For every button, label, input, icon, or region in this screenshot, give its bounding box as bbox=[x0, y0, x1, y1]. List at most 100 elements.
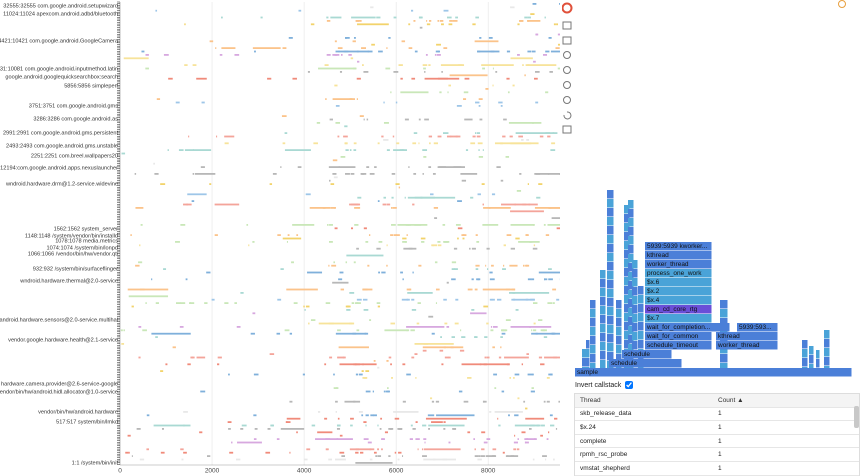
lane-label: 1562:1562 system_server bbox=[54, 226, 119, 232]
sample-dot bbox=[423, 156, 427, 158]
sample-dot bbox=[527, 373, 533, 376]
sample-dot bbox=[388, 37, 391, 39]
sample-dot bbox=[214, 203, 240, 206]
sample-dot bbox=[438, 166, 465, 168]
sample-dot bbox=[428, 315, 434, 318]
sample-dot bbox=[552, 132, 558, 134]
sample-dot bbox=[357, 196, 362, 199]
flame-frame bbox=[582, 358, 587, 367]
sample-dot bbox=[361, 370, 364, 372]
sample-dot bbox=[135, 264, 140, 267]
sample-dot bbox=[284, 329, 290, 332]
sample-dot bbox=[345, 261, 348, 264]
tool-zoom-in[interactable] bbox=[563, 51, 571, 59]
tool-box-zoom[interactable] bbox=[562, 36, 572, 45]
sample-dot bbox=[424, 118, 429, 121]
invert-control[interactable]: Invert callstack bbox=[575, 381, 634, 389]
sample-dot bbox=[516, 448, 520, 451]
sample-dot bbox=[475, 101, 480, 104]
sample-dot bbox=[542, 329, 547, 332]
tool-reset[interactable] bbox=[563, 111, 572, 120]
sample-dot bbox=[165, 363, 168, 366]
sample-dot bbox=[253, 373, 259, 376]
sample-dot bbox=[335, 458, 346, 461]
flame-frame bbox=[628, 227, 634, 236]
flame-frame bbox=[616, 345, 622, 354]
sample-dot bbox=[435, 288, 440, 291]
column-header[interactable]: Count ▲ bbox=[718, 396, 744, 404]
sample-dot bbox=[442, 224, 446, 226]
sample-dot bbox=[391, 196, 394, 199]
thread-table: Thread Count ▲ skb_release_data 1 $x.24 1 comp… bbox=[574, 393, 860, 476]
flame-label: sample bbox=[577, 369, 598, 376]
sample-dot bbox=[145, 54, 149, 56]
sample-dot bbox=[400, 77, 403, 80]
sample-dot bbox=[506, 50, 508, 53]
sample-dot bbox=[533, 60, 536, 63]
tool-zoom-out[interactable] bbox=[563, 66, 571, 74]
lane-label: 11024:11024 apexcom.android.adbd/bluetoo… bbox=[3, 11, 118, 17]
sample-dot bbox=[339, 271, 344, 274]
flame-frame bbox=[628, 245, 634, 254]
sample-dot bbox=[446, 281, 449, 284]
sample-dot bbox=[240, 428, 244, 430]
lane-label: 2493:2493 com.google.android.gms.unstabl… bbox=[6, 143, 118, 149]
sample-dot bbox=[276, 438, 280, 440]
sample-dot bbox=[353, 261, 356, 264]
flame-frame bbox=[590, 318, 596, 327]
sample-dot bbox=[392, 135, 395, 138]
sample-dot bbox=[344, 125, 348, 128]
sample-dot bbox=[461, 336, 466, 338]
sample-dot bbox=[402, 455, 404, 457]
sample-dot bbox=[221, 47, 236, 49]
sample-dot bbox=[385, 390, 390, 393]
flame-label: worker_thread bbox=[717, 342, 760, 349]
sample-dot bbox=[507, 91, 510, 94]
sample-dot bbox=[527, 183, 530, 185]
sample-dot bbox=[540, 434, 543, 437]
sample-dot bbox=[504, 356, 529, 359]
sample-dot bbox=[554, 417, 558, 420]
sample-dot bbox=[449, 74, 488, 77]
sample-dot bbox=[309, 207, 331, 209]
sample-dot bbox=[363, 118, 365, 121]
sample-dot bbox=[406, 326, 445, 328]
sample-dot bbox=[534, 173, 560, 175]
tool-zoom[interactable] bbox=[563, 96, 571, 104]
sample-dot bbox=[354, 224, 359, 226]
tool-wheel[interactable] bbox=[563, 81, 571, 89]
sample-dot bbox=[359, 451, 364, 454]
sample-dot bbox=[530, 241, 533, 243]
sample-dot bbox=[417, 448, 419, 451]
flame-frame bbox=[616, 327, 622, 336]
flame-frame bbox=[824, 348, 830, 357]
table-cell: 1 bbox=[718, 410, 722, 418]
tool-pan[interactable] bbox=[562, 21, 572, 30]
sample-dot bbox=[228, 373, 230, 376]
flame-frame bbox=[638, 295, 644, 304]
scrollbar[interactable] bbox=[854, 406, 859, 428]
invert-checkbox[interactable] bbox=[625, 381, 634, 389]
sample-dot bbox=[358, 373, 363, 376]
table-cell: vmstat_shepherd bbox=[580, 464, 630, 472]
tool-save[interactable] bbox=[562, 125, 572, 134]
flame-frame bbox=[586, 349, 590, 358]
sample-dot bbox=[349, 448, 372, 451]
sample-dot bbox=[337, 424, 341, 427]
sample-dot bbox=[536, 196, 541, 199]
sample-dot bbox=[345, 149, 349, 151]
lane-label: 1:1 /system/bin/init bbox=[72, 460, 119, 466]
sample-dot bbox=[402, 400, 406, 403]
sample-dot bbox=[252, 312, 256, 315]
sample-dot bbox=[408, 166, 410, 168]
sample-dot bbox=[324, 64, 329, 66]
sample-dot bbox=[519, 173, 522, 175]
flame-frame bbox=[628, 236, 634, 245]
column-header[interactable]: Thread bbox=[580, 396, 601, 404]
sample-dot bbox=[407, 196, 435, 199]
sample-dot bbox=[522, 264, 525, 267]
sample-dot bbox=[358, 207, 361, 209]
flame-label: 5939:5939 kworker... bbox=[647, 243, 708, 250]
sample-dot bbox=[353, 37, 356, 39]
sample-dot bbox=[190, 356, 195, 359]
